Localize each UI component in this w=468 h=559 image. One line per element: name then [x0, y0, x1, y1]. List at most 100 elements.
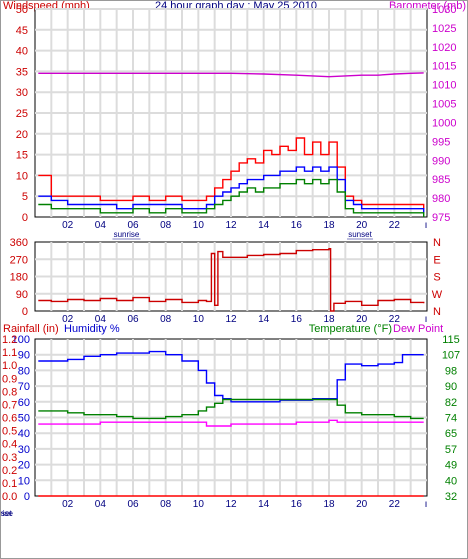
x-tick-label: 16: [291, 220, 303, 231]
x-tick-end-mark: ı: [425, 314, 428, 325]
y-rain-tick-label: 0.7: [2, 399, 17, 411]
y-rain-tick-label: 1.1: [2, 347, 17, 359]
x-tick-label: 20: [356, 314, 368, 325]
x-tick-label: 06: [127, 499, 139, 510]
x-tick-label: 08: [160, 220, 172, 231]
y-temperature-tick-label: 107: [442, 350, 460, 362]
temperature-axis-title: Temperature (°F): [309, 323, 392, 335]
y-rain-tick-label: 1.0: [2, 360, 17, 372]
x-tick-label: 14: [258, 314, 270, 325]
series-line: [38, 178, 425, 217]
x-tick-label: 04: [95, 220, 107, 231]
x-tick-label: 20: [356, 220, 368, 231]
y-humidity-tick-label: 60: [18, 397, 30, 409]
y-right-tick-label: E: [433, 254, 440, 266]
y-right-tick-label: N: [433, 306, 441, 318]
y-rain-tick-label: 0.8: [2, 386, 17, 398]
y-right-tick-label: 980: [432, 193, 450, 205]
dew-point-axis-title: Dew Point: [393, 323, 443, 335]
y-temperature-tick-label: 98: [445, 365, 457, 377]
sunrise-label: sunrise: [0, 509, 13, 518]
y-right-tick-label: 1030: [432, 4, 456, 16]
x-tick-label: 12: [225, 220, 237, 231]
y-left-tick-label: 90: [16, 289, 28, 301]
x-tick-end-mark: ı: [425, 220, 428, 231]
y-temperature-tick-label: 57: [445, 444, 457, 456]
x-tick-label: 06: [127, 314, 139, 325]
y-left-tick-label: 45: [16, 25, 28, 37]
y-humidity-tick-label: 50: [18, 413, 30, 425]
series-line: [38, 247, 425, 312]
y-right-tick-label: 1015: [432, 61, 456, 73]
y-left-tick-label: 270: [10, 254, 28, 266]
y-temperature-tick-label: 115: [442, 334, 460, 346]
x-tick-label: 12: [225, 499, 237, 510]
y-rain-tick-label: 0.0: [2, 491, 17, 503]
y-left-tick-label: 40: [16, 46, 28, 58]
y-rain-tick-label: 1.2: [2, 334, 17, 346]
y-left-tick-label: 20: [16, 129, 28, 141]
y-rain-tick-label: 0.9: [2, 373, 17, 385]
y-left-tick-label: 5: [22, 191, 28, 203]
y-left-tick-label: 15: [16, 150, 28, 162]
x-tick-label: 18: [323, 314, 335, 325]
x-tick-label: 04: [95, 314, 107, 325]
x-tick-label: 20: [356, 499, 368, 510]
y-right-tick-label: 1000: [432, 117, 456, 129]
y-right-tick-label: W: [432, 289, 443, 301]
x-tick-label: 12: [225, 314, 237, 325]
x-tick-label: 18: [323, 499, 335, 510]
y-temperature-tick-label: 32: [445, 491, 457, 503]
y-right-tick-label: 990: [432, 155, 450, 167]
x-tick-label: 14: [258, 499, 270, 510]
y-humidity-tick-label: 80: [18, 365, 30, 377]
x-tick-label: 06: [127, 220, 139, 231]
x-tick-label: 22: [389, 314, 401, 325]
y-rain-tick-label: 0.4: [2, 439, 17, 451]
y-rain-tick-label: 0.3: [2, 452, 17, 464]
x-tick-label: 02: [62, 220, 74, 231]
x-tick-label: 10: [193, 220, 205, 231]
y-right-tick-label: S: [433, 272, 440, 284]
y-humidity-tick-label: 90: [18, 350, 30, 362]
y-left-tick-label: 360: [10, 237, 28, 249]
x-tick-label: 14: [258, 220, 270, 231]
x-tick-label: 22: [389, 499, 401, 510]
series-line: [38, 398, 424, 420]
y-right-tick-label: 985: [432, 174, 450, 186]
y-humidity-tick-label: 30: [18, 444, 30, 456]
y-left-tick-label: 25: [16, 108, 28, 120]
x-tick-end-mark: ı: [425, 499, 428, 510]
x-tick-label: 18: [323, 220, 335, 231]
y-right-tick-label: N: [433, 237, 441, 249]
series-line: [38, 137, 425, 209]
x-tick-label: 10: [193, 314, 205, 325]
sunrise-label: sunrise: [114, 230, 140, 239]
y-left-tick-label: 30: [16, 87, 28, 99]
y-temperature-tick-label: 74: [445, 413, 457, 425]
sunset-label: sunset: [0, 509, 13, 518]
y-humidity-tick-label: 10: [18, 475, 30, 487]
series-line: [38, 72, 424, 78]
x-tick-label: 02: [62, 314, 74, 325]
humidity-axis-title: Humidity %: [64, 323, 120, 335]
y-left-tick-label: 50: [16, 4, 28, 16]
series-line: [38, 419, 424, 427]
y-right-tick-label: 1005: [432, 99, 456, 111]
y-humidity-tick-label: 70: [18, 381, 30, 393]
y-right-tick-label: 1020: [432, 42, 456, 54]
x-tick-label: 08: [160, 499, 172, 510]
series-line: [38, 350, 424, 403]
sunset-label: sunset: [348, 230, 372, 239]
y-left-tick-label: 35: [16, 66, 28, 78]
y-left-tick-label: 180: [10, 272, 28, 284]
y-humidity-tick-label: 0: [24, 491, 30, 503]
x-tick-label: 16: [291, 499, 303, 510]
x-tick-label: 08: [160, 314, 172, 325]
y-left-tick-label: 10: [16, 170, 28, 182]
series-line: [38, 166, 425, 213]
y-right-tick-label: 995: [432, 136, 450, 148]
y-rain-tick-label: 0.5: [2, 426, 17, 438]
x-tick-label: 02: [62, 499, 74, 510]
